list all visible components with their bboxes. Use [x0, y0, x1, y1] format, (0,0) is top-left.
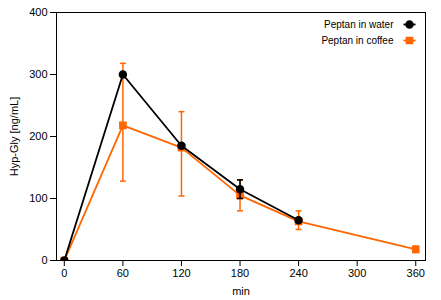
svg-text:Peptan in coffee: Peptan in coffee: [321, 35, 394, 46]
svg-text:180: 180: [231, 267, 249, 279]
svg-text:0: 0: [41, 254, 47, 266]
svg-text:300: 300: [29, 68, 47, 80]
svg-text:min: min: [232, 285, 250, 297]
svg-text:400: 400: [29, 6, 47, 18]
svg-text:240: 240: [289, 267, 307, 279]
svg-text:100: 100: [29, 192, 47, 204]
svg-text:360: 360: [407, 267, 425, 279]
svg-text:Peptan in water: Peptan in water: [324, 19, 394, 30]
svg-text:200: 200: [29, 130, 47, 142]
svg-text:300: 300: [348, 267, 366, 279]
svg-text:60: 60: [117, 267, 129, 279]
svg-text:Hyp-Gly [ng/mL]: Hyp-Gly [ng/mL]: [8, 97, 20, 176]
svg-text:0: 0: [61, 267, 67, 279]
svg-text:120: 120: [172, 267, 190, 279]
